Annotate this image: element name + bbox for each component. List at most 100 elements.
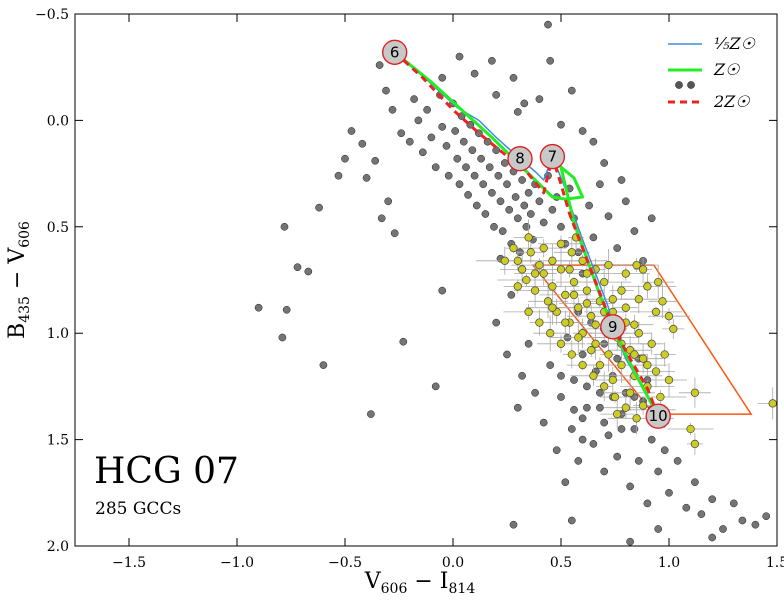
- field-source-point: [691, 478, 699, 487]
- field-source-point: [418, 148, 427, 157]
- age-marker-label: 9: [608, 318, 618, 336]
- legend-label: Z☉: [713, 60, 740, 79]
- field-source-point: [293, 263, 302, 272]
- field-source-point: [442, 142, 451, 150]
- field-source-point: [539, 218, 548, 227]
- plot-layer: 6 8 7 9 10: [254, 20, 777, 546]
- field-source-point: [600, 159, 609, 167]
- gc-candidate-point: [608, 375, 617, 385]
- gc-candidate-point: [651, 307, 661, 317]
- field-source-point: [399, 337, 408, 346]
- gc-candidate-point: [638, 401, 648, 410]
- field-source-point: [570, 376, 578, 384]
- field-source-point: [438, 73, 447, 82]
- field-source-point: [496, 197, 505, 206]
- legend-label: 2Z☉: [713, 92, 750, 111]
- gc-candidate-point: [643, 282, 652, 291]
- field-source-point: [578, 435, 587, 444]
- field-source-point: [459, 137, 468, 146]
- field-source-point: [488, 188, 496, 197]
- gc-candidate-point: [660, 350, 669, 359]
- gc-candidate-point: [608, 295, 617, 304]
- gc-candidate-point: [638, 265, 648, 274]
- gc-candidate-point: [658, 297, 667, 306]
- field-source-point: [567, 516, 576, 525]
- gc-candidate-point: [604, 350, 613, 359]
- field-source-point: [485, 163, 494, 172]
- gc-candidate-point: [561, 290, 570, 300]
- gc-candidate-point: [569, 290, 579, 300]
- gc-candidate-point: [530, 286, 540, 295]
- field-source-point: [470, 171, 479, 180]
- field-source-point: [438, 122, 447, 131]
- field-source-point: [617, 425, 626, 433]
- field-source-point: [520, 99, 529, 108]
- age-marker-9-gyr: 9: [600, 314, 626, 340]
- legend-label: ⅕Z☉: [714, 34, 756, 53]
- field-source-point: [583, 382, 591, 391]
- gc-candidate-point: [548, 282, 557, 291]
- x-tick-label: 0.0: [442, 555, 464, 571]
- age-marker-10-gyr: 10: [645, 403, 671, 429]
- age-marker-label: 7: [548, 148, 558, 166]
- field-source-point: [388, 105, 397, 114]
- field-source-point: [498, 227, 507, 235]
- field-source-point: [762, 512, 771, 521]
- y-axis-title: B435 − V606: [5, 221, 33, 339]
- gc-candidate-point: [530, 269, 540, 278]
- field-source-point: [509, 520, 518, 529]
- gc-candidate-point: [567, 248, 576, 257]
- field-source-point: [470, 69, 479, 78]
- field-source-point: [520, 201, 529, 210]
- field-source-point: [578, 414, 587, 423]
- gc-candidate-point: [654, 277, 663, 287]
- field-source-point: [719, 525, 727, 533]
- field-source-point: [630, 227, 639, 235]
- gc-candidate-point: [539, 243, 548, 253]
- field-source-point: [585, 201, 593, 210]
- y-tick-label: 2.0: [47, 539, 69, 555]
- field-source-point: [410, 95, 418, 103]
- age-marker-label: 8: [515, 150, 525, 168]
- gc-candidate-point: [517, 265, 527, 274]
- gc-candidate-point: [600, 382, 609, 391]
- field-source-point: [334, 171, 343, 180]
- axis-ticks: −1.5 −1.0 −0.5 0.0 0.5 1.0 1.5 −0.5 0.0 0.5 1.0 1.5…: [35, 7, 784, 571]
- field-source-point: [282, 305, 291, 314]
- field-source-point: [682, 503, 691, 512]
- gc-candidate-point: [535, 318, 544, 327]
- gc-candidate-point: [621, 403, 630, 412]
- x-tick-label: 1.0: [658, 555, 680, 571]
- gc-candidate-point: [651, 367, 661, 376]
- age-marker-6-gyr: 6: [382, 39, 408, 65]
- field-source-point: [315, 203, 323, 212]
- field-source-point: [708, 495, 717, 504]
- gc-candidate-point: [524, 233, 533, 242]
- gc-candidate-point: [578, 360, 587, 370]
- field-source-point: [423, 105, 431, 114]
- age-marker-circle: [507, 145, 533, 172]
- gc-candidates: [500, 233, 777, 449]
- field-source-point: [254, 303, 263, 312]
- field-source-point: [531, 388, 539, 397]
- y-tick-label: 1.5: [47, 433, 69, 449]
- gc-candidate-point: [638, 354, 648, 363]
- field-source-point: [397, 129, 406, 138]
- gc-candidate-point: [630, 320, 639, 329]
- gc-candidate-point: [656, 392, 665, 402]
- age-marker-7-gyr: 7: [539, 143, 566, 170]
- annotation-subtitle: 285 GCCs: [95, 499, 181, 519]
- gc-candidate-point: [690, 388, 700, 397]
- gc-candidate-point: [621, 303, 630, 312]
- plot-frame: [74, 13, 778, 547]
- legend-entry-2: Z☉: [668, 60, 740, 79]
- gc-candidate-point: [567, 350, 576, 359]
- field-source-point: [358, 139, 367, 148]
- field-source-point: [490, 222, 498, 231]
- field-source-point: [583, 403, 591, 412]
- gc-candidate-point: [543, 297, 553, 306]
- field-source-point: [654, 525, 663, 533]
- field-source-point: [468, 146, 477, 155]
- field-source-point: [444, 171, 453, 180]
- field-source-point: [546, 56, 555, 65]
